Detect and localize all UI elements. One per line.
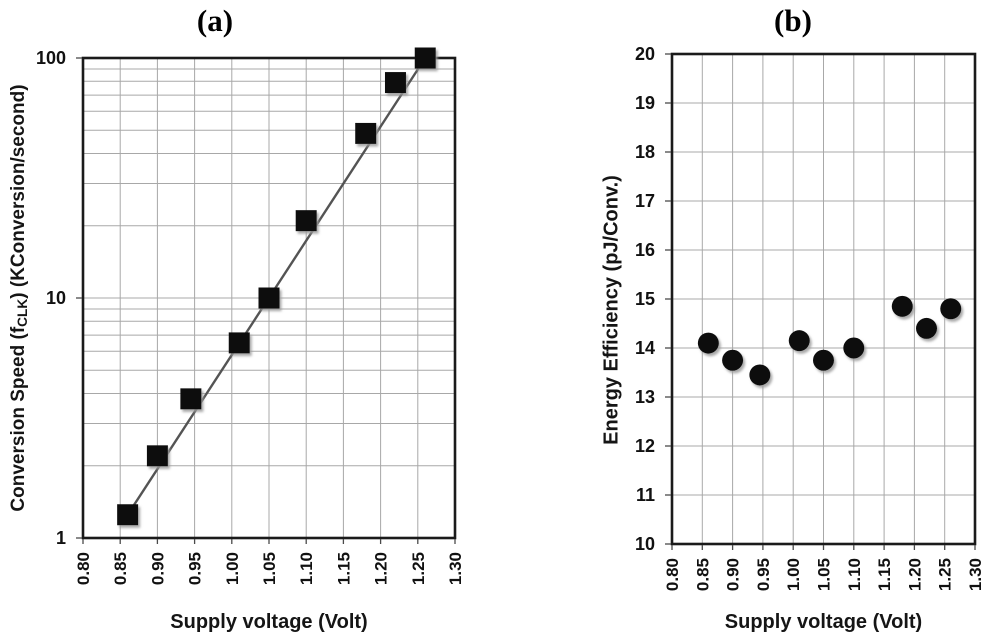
chart-a-x-tick-label: 0.85 (111, 552, 130, 585)
chart-b-y-tick-label: 13 (635, 387, 655, 407)
chart-a-y-tick-label: 100 (36, 48, 66, 68)
chart-a-x-tick-label: 1.25 (409, 552, 428, 585)
chart-a-data-point (228, 332, 250, 354)
chart-b-x-tick-label: 0.90 (724, 558, 743, 591)
chart-b-data-point (722, 349, 744, 371)
chart-b-x-tick-label: 1.30 (966, 558, 985, 591)
chart-a-y-tick-labels: 1 10 100 (36, 48, 66, 548)
chart-b-data-point (788, 330, 810, 352)
panel-b-title: (b) (774, 3, 812, 38)
chart-a-data-point (258, 287, 280, 309)
chart-b-tick-marks (665, 53, 976, 550)
chart-b-data-point (843, 337, 865, 359)
chart-b-data-point (813, 349, 834, 371)
chart-b-y-tick-label: 15 (635, 289, 655, 309)
chart-b-x-axis-label: Supply voltage (Volt) (724, 611, 923, 633)
chart-b-data-point (891, 295, 913, 317)
chart-a-data-markers (117, 47, 436, 526)
chart-b-y-tick-label: 17 (635, 191, 655, 211)
chart-a-x-tick-label: 0.80 (74, 552, 93, 585)
chart-a-plot: 0.80 0.85 0.90 0.95 1.00 1.05 1.10 1.15 1.20 1.25… (36, 47, 465, 585)
chart-b-x-tick-label: 1.05 (815, 558, 834, 591)
chart-b-y-tick-label: 12 (635, 436, 655, 456)
panel-a-title: (a) (196, 3, 234, 38)
chart-a-tick-marks (76, 57, 456, 544)
chart-a-x-tick-label: 1.30 (446, 552, 465, 585)
chart-b-data-point (916, 317, 938, 339)
chart-b-plot: 0.80 0.85 0.90 0.95 1.00 1.05 1.10 1.15 1.20 1.25… (635, 44, 985, 591)
chart-b-x-tick-label: 1.25 (936, 558, 955, 591)
chart-a-x-tick-label: 1.15 (334, 552, 353, 585)
chart-b-y-tick-label: 10 (635, 534, 655, 554)
chart-a-x-tick-label: 1.05 (260, 552, 279, 585)
chart-b-y-tick-label: 18 (635, 142, 655, 162)
chart-b-data-markers (697, 295, 962, 386)
panel-a: (a) Conversion Speed (fCLK) (KConversion… (8, 3, 465, 633)
chart-b-y-tick-label: 20 (635, 44, 655, 64)
chart-a-frame (81, 56, 457, 540)
chart-b-y-tick-label: 16 (635, 240, 655, 260)
chart-a-data-point (180, 388, 202, 410)
chart-b-y-tick-label: 11 (636, 485, 655, 505)
chart-a-data-point (414, 47, 436, 69)
chart-a-data-point (295, 210, 317, 232)
chart-b-x-tick-label: 0.95 (754, 558, 773, 591)
chart-a-data-point (384, 72, 406, 94)
chart-b-x-tick-labels: 0.80 0.85 0.90 0.95 1.00 1.05 1.10 1.15 1.20 1.25… (663, 558, 985, 591)
chart-b-y-tick-label: 19 (635, 93, 655, 113)
chart-a-x-axis-label: Supply voltage (Volt) (170, 611, 368, 633)
chart-b-gridlines (672, 54, 975, 544)
chart-b-x-tick-label: 0.80 (663, 558, 682, 591)
chart-b-x-tick-label: 1.00 (784, 558, 803, 591)
chart-a-gridlines (83, 58, 455, 538)
chart-a-x-tick-label: 0.90 (148, 552, 167, 585)
chart-b-x-tick-label: 1.10 (845, 558, 864, 591)
chart-a-x-tick-label: 1.20 (372, 552, 391, 585)
chart-b-x-tick-label: 1.15 (875, 558, 894, 591)
chart-a-x-tick-label: 1.10 (297, 552, 316, 585)
chart-b-x-tick-label: 0.85 (693, 558, 712, 591)
chart-a-data-point (146, 445, 168, 467)
chart-a-y-tick-label: 1 (56, 528, 66, 548)
chart-a-x-tick-label: 0.95 (186, 552, 205, 585)
chart-a-x-tick-labels: 0.80 0.85 0.90 0.95 1.00 1.05 1.10 1.15 1.20 1.25… (74, 552, 465, 585)
chart-b-data-point (749, 364, 771, 386)
chart-b-y-tick-label: 14 (635, 338, 655, 358)
chart-b-y-tick-labels: 10 11 12 13 14 15 16 17 18 19 20 (635, 44, 655, 554)
chart-b-frame (670, 52, 977, 546)
chart-a-data-point (117, 504, 139, 526)
chart-a-x-tick-label: 1.00 (223, 552, 242, 585)
panel-b: (b) Energy Efficiency (pJ/Conv.) 0.80 0.8… (500, 0, 1000, 641)
chart-a-y-tick-label: 10 (46, 288, 66, 308)
chart-b-data-point (940, 298, 962, 320)
chart-a-data-point (355, 122, 377, 144)
chart-b-data-point (697, 332, 719, 354)
chart-b-x-tick-label: 1.20 (905, 558, 924, 591)
